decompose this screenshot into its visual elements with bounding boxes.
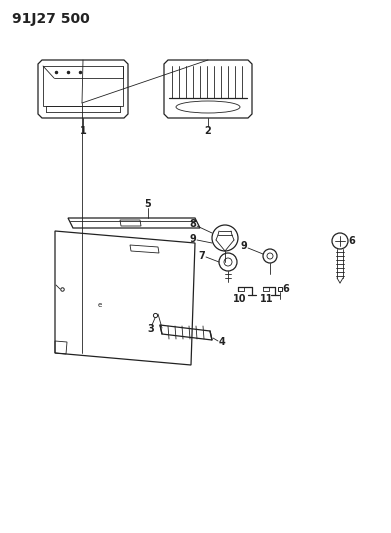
Text: 91J27 500: 91J27 500 xyxy=(12,12,90,26)
Text: 4: 4 xyxy=(219,337,225,347)
Text: 5: 5 xyxy=(145,199,151,209)
Text: 2: 2 xyxy=(204,126,212,136)
Text: 8: 8 xyxy=(190,219,196,229)
Text: 7: 7 xyxy=(199,251,205,261)
Text: 3: 3 xyxy=(148,324,154,334)
Text: 6: 6 xyxy=(349,236,355,246)
Text: 9: 9 xyxy=(190,234,196,244)
Text: 11: 11 xyxy=(260,294,274,304)
Text: 9: 9 xyxy=(240,241,248,251)
Text: 6: 6 xyxy=(283,284,289,294)
Text: 1: 1 xyxy=(80,126,86,136)
Text: e: e xyxy=(98,302,102,308)
Text: 10: 10 xyxy=(233,294,247,304)
